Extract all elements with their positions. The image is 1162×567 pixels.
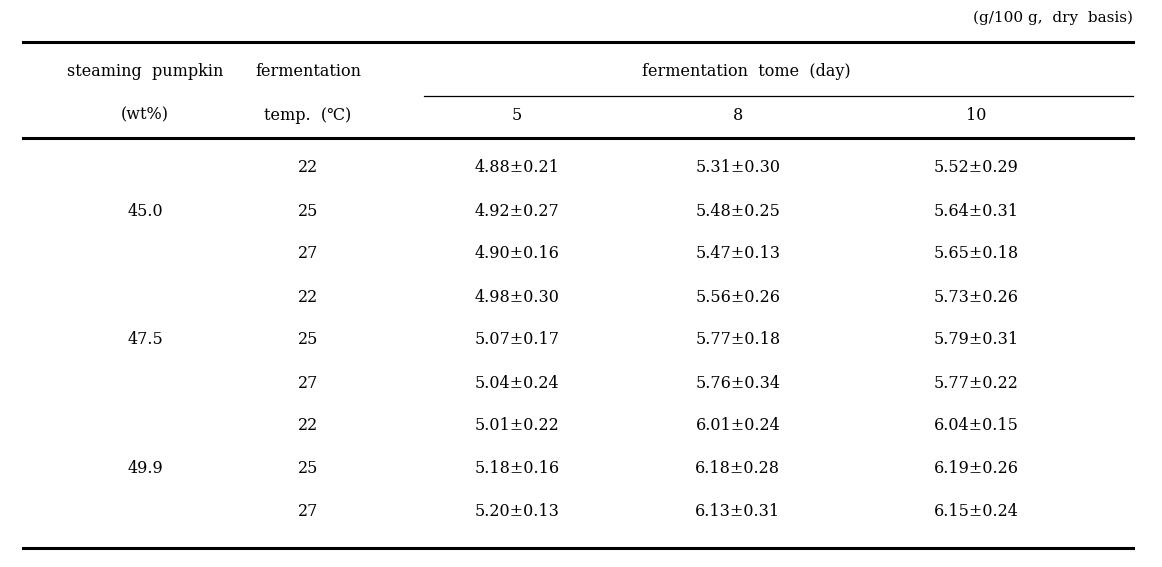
Text: (wt%): (wt%) — [121, 107, 170, 124]
Text: 5.52±0.29: 5.52±0.29 — [933, 159, 1019, 176]
Text: 5.31±0.30: 5.31±0.30 — [695, 159, 781, 176]
Text: 6.18±0.28: 6.18±0.28 — [695, 460, 781, 477]
Text: 49.9: 49.9 — [128, 460, 163, 477]
Text: 10: 10 — [966, 107, 987, 124]
Text: 5: 5 — [512, 107, 522, 124]
Text: 6.19±0.26: 6.19±0.26 — [933, 460, 1019, 477]
Text: 6.04±0.15: 6.04±0.15 — [933, 417, 1019, 434]
Text: 4.88±0.21: 4.88±0.21 — [474, 159, 560, 176]
Text: 22: 22 — [297, 417, 318, 434]
Text: 6.01±0.24: 6.01±0.24 — [696, 417, 780, 434]
Text: 5.20±0.13: 5.20±0.13 — [474, 503, 560, 521]
Text: 5.18±0.16: 5.18±0.16 — [474, 460, 560, 477]
Text: 5.64±0.31: 5.64±0.31 — [933, 202, 1019, 219]
Text: 5.77±0.22: 5.77±0.22 — [933, 374, 1019, 391]
Text: 27: 27 — [297, 246, 318, 263]
Text: 5.76±0.34: 5.76±0.34 — [695, 374, 781, 391]
Text: 25: 25 — [297, 202, 318, 219]
Text: 5.65±0.18: 5.65±0.18 — [933, 246, 1019, 263]
Text: (g/100 g,  dry  basis): (g/100 g, dry basis) — [973, 11, 1133, 25]
Text: steaming  pumpkin: steaming pumpkin — [67, 64, 223, 81]
Text: 5.48±0.25: 5.48±0.25 — [695, 202, 781, 219]
Text: 4.98±0.30: 4.98±0.30 — [474, 289, 560, 306]
Text: 6.13±0.31: 6.13±0.31 — [695, 503, 781, 521]
Text: 22: 22 — [297, 159, 318, 176]
Text: 5.04±0.24: 5.04±0.24 — [475, 374, 559, 391]
Text: 5.47±0.13: 5.47±0.13 — [695, 246, 781, 263]
Text: 5.01±0.22: 5.01±0.22 — [475, 417, 559, 434]
Text: 5.73±0.26: 5.73±0.26 — [933, 289, 1019, 306]
Text: fermentation  tome  (day): fermentation tome (day) — [643, 64, 851, 81]
Text: 45.0: 45.0 — [128, 202, 163, 219]
Text: 4.90±0.16: 4.90±0.16 — [474, 246, 560, 263]
Text: 27: 27 — [297, 374, 318, 391]
Text: 27: 27 — [297, 503, 318, 521]
Text: 5.56±0.26: 5.56±0.26 — [695, 289, 781, 306]
Text: 47.5: 47.5 — [128, 332, 163, 349]
Text: fermentation: fermentation — [254, 64, 361, 81]
Text: temp.  (℃): temp. (℃) — [264, 107, 352, 124]
Text: 6.15±0.24: 6.15±0.24 — [933, 503, 1019, 521]
Text: 22: 22 — [297, 289, 318, 306]
Text: 5.77±0.18: 5.77±0.18 — [695, 332, 781, 349]
Text: 5.07±0.17: 5.07±0.17 — [474, 332, 560, 349]
Text: 4.92±0.27: 4.92±0.27 — [475, 202, 559, 219]
Text: 25: 25 — [297, 460, 318, 477]
Text: 5.79±0.31: 5.79±0.31 — [933, 332, 1019, 349]
Text: 8: 8 — [733, 107, 743, 124]
Text: 25: 25 — [297, 332, 318, 349]
